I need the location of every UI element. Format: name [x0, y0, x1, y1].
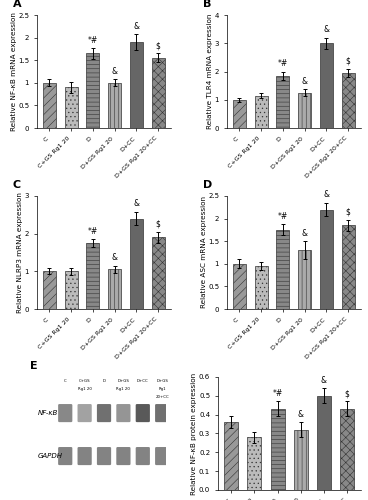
- FancyBboxPatch shape: [155, 447, 169, 465]
- Bar: [276, 76, 289, 128]
- Text: D+GS: D+GS: [156, 379, 168, 383]
- Bar: [340, 409, 354, 490]
- Text: $: $: [346, 208, 350, 216]
- FancyBboxPatch shape: [116, 447, 131, 465]
- Bar: [108, 83, 121, 128]
- Bar: [152, 238, 164, 309]
- Bar: [108, 270, 121, 309]
- Text: &: &: [133, 200, 139, 208]
- Bar: [86, 243, 99, 309]
- Bar: [86, 54, 99, 128]
- Text: Rg1 20: Rg1 20: [116, 387, 130, 391]
- Text: *#: *#: [88, 36, 98, 44]
- Y-axis label: Relative NLRP3 mRNA expression: Relative NLRP3 mRNA expression: [17, 192, 23, 313]
- Text: B: B: [203, 0, 211, 10]
- Text: D: D: [203, 180, 212, 190]
- FancyBboxPatch shape: [97, 447, 111, 465]
- Bar: [270, 409, 284, 490]
- FancyBboxPatch shape: [58, 404, 72, 422]
- Bar: [152, 58, 164, 128]
- Text: D: D: [103, 379, 106, 383]
- Text: C: C: [13, 180, 21, 190]
- Bar: [65, 88, 78, 128]
- FancyBboxPatch shape: [97, 404, 111, 422]
- Text: GAPDH: GAPDH: [38, 453, 63, 459]
- Text: E: E: [30, 361, 38, 371]
- Bar: [130, 42, 143, 128]
- Bar: [298, 93, 311, 128]
- FancyBboxPatch shape: [136, 404, 150, 422]
- FancyBboxPatch shape: [78, 404, 92, 422]
- Bar: [247, 437, 261, 490]
- Text: D+CC: D+CC: [137, 379, 149, 383]
- Text: NF-κB: NF-κB: [38, 410, 59, 416]
- Text: *#: *#: [278, 212, 288, 221]
- Text: &: &: [321, 376, 327, 385]
- Text: A: A: [13, 0, 21, 10]
- Bar: [294, 430, 308, 490]
- Text: C: C: [64, 379, 67, 383]
- FancyBboxPatch shape: [155, 404, 169, 422]
- FancyBboxPatch shape: [116, 404, 131, 422]
- Text: $: $: [346, 56, 350, 66]
- Bar: [130, 218, 143, 309]
- Bar: [224, 422, 238, 490]
- Text: &: &: [133, 22, 139, 30]
- Bar: [255, 266, 268, 309]
- Bar: [276, 230, 289, 309]
- Bar: [317, 396, 331, 490]
- Y-axis label: Relative NF-κB protein expression: Relative NF-κB protein expression: [191, 372, 198, 494]
- Bar: [320, 44, 333, 128]
- Text: $: $: [156, 41, 160, 50]
- Y-axis label: Relative NF-κB mRNA expression: Relative NF-κB mRNA expression: [11, 12, 17, 131]
- Text: D+GS: D+GS: [117, 379, 129, 383]
- Text: &: &: [302, 77, 308, 86]
- Bar: [43, 83, 56, 128]
- Text: &: &: [298, 410, 304, 418]
- Bar: [233, 264, 246, 309]
- Text: $: $: [156, 220, 160, 228]
- Text: &: &: [323, 190, 329, 200]
- Text: *#: *#: [272, 389, 283, 398]
- FancyBboxPatch shape: [136, 447, 150, 465]
- Text: &: &: [302, 229, 308, 238]
- Bar: [342, 226, 354, 309]
- Bar: [255, 96, 268, 128]
- Y-axis label: Relative TLR4 mRNA expression: Relative TLR4 mRNA expression: [207, 14, 213, 129]
- FancyBboxPatch shape: [78, 447, 92, 465]
- Text: $: $: [345, 389, 350, 398]
- Bar: [320, 210, 333, 309]
- Y-axis label: Relative ASC mRNA expression: Relative ASC mRNA expression: [201, 196, 207, 308]
- Bar: [65, 272, 78, 309]
- FancyBboxPatch shape: [58, 447, 72, 465]
- Text: &: &: [112, 254, 117, 262]
- Text: C+GS: C+GS: [79, 379, 91, 383]
- Text: *#: *#: [278, 59, 288, 68]
- Text: &: &: [112, 67, 117, 76]
- Text: Rg1: Rg1: [158, 387, 166, 391]
- Text: *#: *#: [88, 227, 98, 236]
- Text: Rg1 20: Rg1 20: [78, 387, 92, 391]
- Bar: [43, 272, 56, 309]
- Text: &: &: [323, 25, 329, 34]
- Text: 20+CC: 20+CC: [155, 395, 169, 399]
- Bar: [298, 250, 311, 309]
- Bar: [233, 100, 246, 128]
- Bar: [342, 73, 354, 128]
